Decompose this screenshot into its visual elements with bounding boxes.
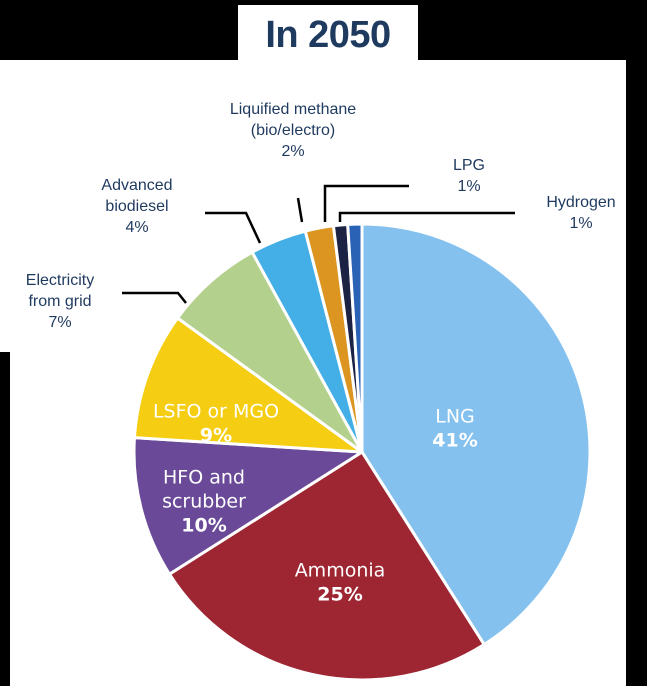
slice-value-lng: 41% — [432, 430, 477, 452]
leader-line-advanced-biodiesel — [205, 211, 262, 244]
slice-value-ammonia: 25% — [317, 584, 362, 606]
slice-label-hfo-and-scrubber: HFO and — [163, 467, 245, 489]
leader-line-liquified-methane-bio-electro — [296, 197, 304, 223]
slice-value-lsfo-or-mgo: 9% — [200, 425, 232, 447]
leader-line-lpg — [323, 184, 409, 222]
slice-label-line: biodiesel — [105, 198, 169, 215]
slice-value-hfo-and-scrubber: 10% — [181, 515, 226, 537]
slice-label-liquified-methane-bio-electro: Liquified methane (bio/electro) 2% — [203, 99, 383, 162]
slice-value-advanced-biodiesel: 4% — [125, 219, 149, 236]
slice-label-line: Electricity — [25, 272, 95, 289]
slice-label-line: Hydrogen — [546, 194, 616, 211]
leader-line-electricity-from-grid — [122, 291, 187, 304]
slice-label-lpg: LPG 1% — [379, 155, 559, 197]
chart-title: In 2050 — [265, 14, 391, 56]
slice-label-ammonia: Ammonia — [295, 560, 386, 582]
slice-value-lpg: 1% — [457, 178, 481, 195]
slice-label-lng: LNG — [435, 406, 475, 428]
slice-label-advanced-biodiesel: Advanced biodiesel 4% — [47, 175, 227, 238]
slice-value-hydrogen: 1% — [569, 215, 593, 232]
pie-slice-lsfo-or-mgo — [132, 316, 364, 454]
slice-label-line: (bio/electro) — [250, 122, 336, 139]
title-panel — [238, 5, 418, 65]
slice-label-line: Advanced — [101, 177, 173, 194]
pie-slice-ammonia — [167, 450, 486, 682]
slice-label-hydrogen: Hydrogen 1% — [491, 192, 647, 234]
slice-label-lsfo-or-mgo: LSFO or MGO — [153, 401, 279, 423]
slice-label-electricity-from-grid: Electricity from grid 7% — [0, 270, 150, 333]
slice-label-line: LPG — [452, 157, 485, 174]
leader-line-hydrogen — [338, 211, 515, 222]
pie-slice-hydrogen — [346, 222, 364, 454]
slice-value-electricity-from-grid: 7% — [48, 314, 72, 331]
pie-slice-hfo-and-scrubber — [132, 436, 364, 576]
slice-label-line: from grid — [28, 293, 92, 310]
slice-label-line: Liquified methane — [229, 101, 357, 118]
slice-value-liquified-methane-bio-electro: 2% — [281, 143, 305, 160]
slice-label-hfo-and-scrubber: scrubber — [162, 491, 246, 513]
